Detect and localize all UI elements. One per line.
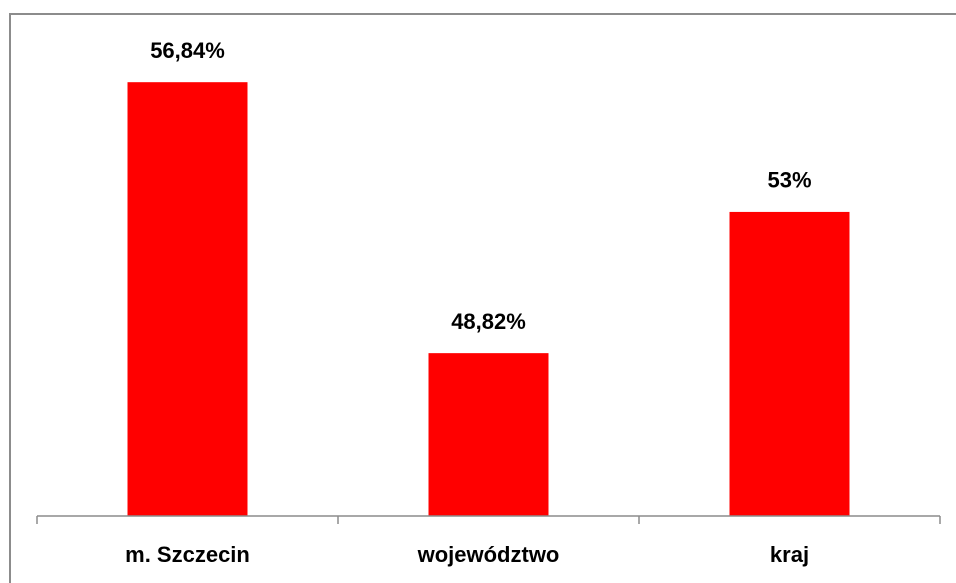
bar (729, 211, 850, 516)
x-tick-label: województwo (417, 542, 560, 567)
data-label: 48,82% (451, 309, 526, 334)
data-label: 53% (767, 168, 811, 193)
x-tick-label: m. Szczecin (125, 542, 250, 567)
bar (428, 353, 549, 516)
x-tick-label: kraj (770, 542, 809, 567)
bar (127, 82, 248, 516)
data-label: 56,84% (150, 38, 225, 63)
